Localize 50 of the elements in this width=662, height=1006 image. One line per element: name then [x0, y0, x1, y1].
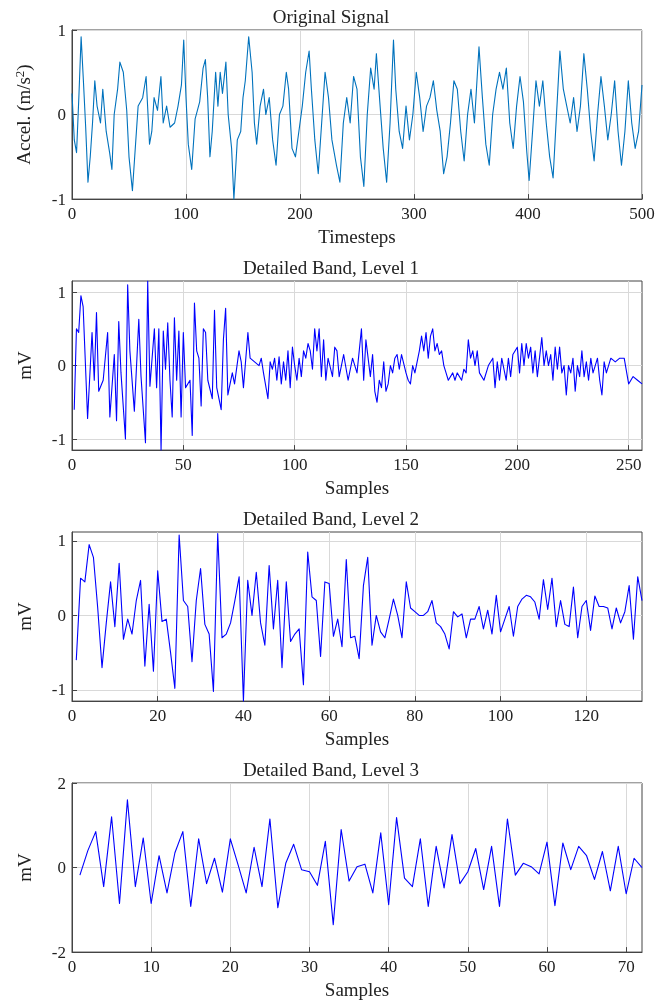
chart-title: Detailed Band, Level 3: [242, 759, 420, 780]
x-tick-label: 100: [487, 706, 514, 726]
x-tick-label: 30: [301, 957, 318, 977]
x-tick-label: 20: [221, 957, 239, 977]
y-tick-label: 0: [57, 605, 66, 625]
y-tick-label: 0: [57, 858, 66, 878]
x-tick-label: 40: [380, 957, 398, 977]
line-series: [79, 799, 643, 926]
x-tick-label: 50: [174, 455, 192, 475]
y-tick-label: 0: [57, 105, 66, 125]
x-tick-label: 200: [287, 204, 313, 224]
x-tick-label: 70: [617, 957, 635, 977]
x-tick-label: 400: [515, 204, 541, 224]
x-axis-title: Samples: [324, 728, 390, 749]
x-tick-label: 60: [320, 706, 338, 726]
x-tick-label: 300: [401, 204, 427, 224]
x-tick-label: 50: [459, 957, 477, 977]
x-tick-label: 120: [573, 706, 600, 726]
x-axis-title: Timesteps: [318, 226, 396, 247]
chart-title: Detailed Band, Level 1: [242, 257, 420, 278]
y-tick-label: 2: [57, 773, 66, 793]
x-axis-title: Samples: [324, 979, 390, 1000]
x-tick-label: 20: [149, 706, 167, 726]
x-tick-label: 500: [629, 204, 655, 224]
y-axis-title: Accel. (m/s2): [12, 64, 35, 165]
y-tick-label: 1: [57, 531, 66, 551]
line-series: [75, 532, 643, 702]
chart-title: Detailed Band, Level 2: [242, 508, 420, 529]
x-tick-label: 200: [504, 455, 531, 475]
y-tick-label: -1: [51, 680, 66, 700]
x-tick-label: 250: [615, 455, 642, 475]
x-tick-label: 10: [142, 957, 160, 977]
x-axis-title: Samples: [324, 477, 390, 498]
y-tick-label: -1: [51, 429, 66, 449]
y-tick-label: 1: [57, 20, 66, 40]
y-axis-title: mV: [14, 602, 35, 631]
x-tick-label: 100: [281, 455, 308, 475]
y-tick-label: 1: [57, 282, 66, 302]
y-tick-label: -2: [51, 942, 66, 962]
y-axis-title: mV: [14, 853, 35, 882]
x-tick-label: 80: [406, 706, 424, 726]
y-tick-label: -1: [51, 189, 66, 209]
x-tick-label: 150: [393, 455, 419, 475]
y-tick-label: 0: [57, 356, 66, 376]
line-series: [73, 280, 643, 451]
chart-title: Original Signal: [272, 6, 390, 27]
y-axis-title: mV: [14, 351, 35, 380]
x-tick-label: 40: [234, 706, 252, 726]
x-tick-label: 100: [173, 204, 199, 224]
x-tick-label: 60: [538, 957, 556, 977]
